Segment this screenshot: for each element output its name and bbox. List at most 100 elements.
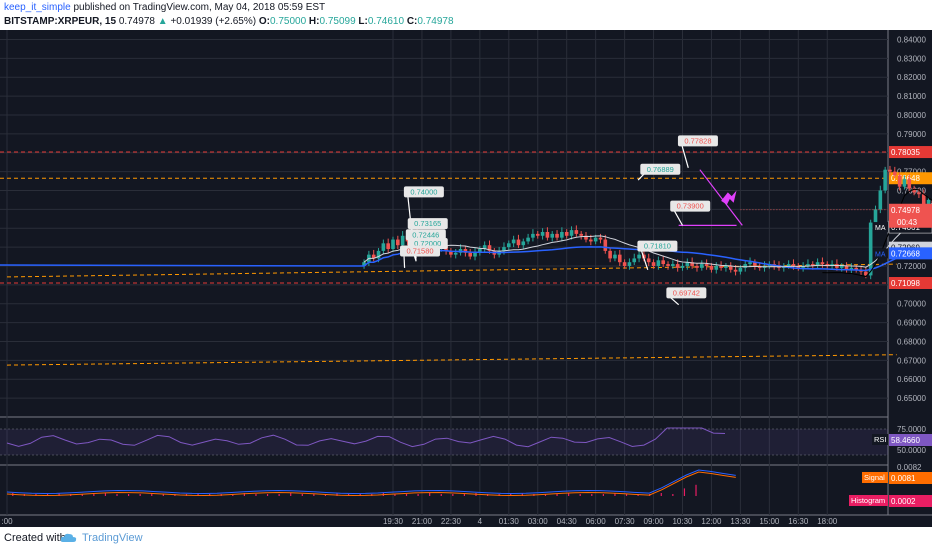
- candle: [839, 265, 844, 268]
- callout-box: [403, 186, 444, 198]
- candle: [478, 248, 482, 253]
- candle: [844, 265, 849, 270]
- candle: [473, 252, 477, 257]
- price-tick-label: 0.82000: [897, 73, 926, 82]
- candle: [521, 241, 526, 246]
- candle: [806, 264, 810, 266]
- candle: [564, 231, 569, 236]
- candle: [907, 179, 912, 189]
- candle: [690, 262, 694, 266]
- macd-line: [6, 469, 736, 495]
- tradingview-brand[interactable]: TradingView: [82, 532, 143, 544]
- rsi-value-badge: [889, 434, 932, 446]
- candle: [511, 239, 516, 244]
- ma-tag-label: MA: [875, 251, 886, 258]
- candle: [617, 254, 622, 263]
- callout-label: 0.74000: [410, 187, 437, 196]
- price-level-label: 0.71098: [891, 279, 920, 288]
- candle: [400, 235, 405, 246]
- bar-countdown-label: 00:43: [897, 218, 918, 227]
- callout-label: 0.76889: [647, 165, 674, 174]
- close-value: 0.74978: [417, 16, 454, 27]
- candle: [902, 179, 907, 187]
- candle: [878, 190, 883, 210]
- rsi-value-label: 58.4660: [891, 436, 920, 445]
- candle: [897, 175, 902, 187]
- price-tick-label: 0.65000: [897, 394, 926, 403]
- candle: [791, 264, 796, 266]
- price-tick-label: 0.69000: [897, 319, 926, 328]
- candle: [376, 250, 381, 259]
- candle: [753, 262, 757, 266]
- price-tick-label: 0.76000: [897, 186, 926, 195]
- callout-box: [400, 245, 441, 257]
- price-change: +0.01939 (+2.65%): [170, 16, 257, 27]
- price-callout: 0.76889: [637, 163, 681, 181]
- chart-area[interactable]: 0.84000 0.83000 0.82000 0.81000 0.80000 0.790…: [0, 30, 932, 527]
- breakout-arrow-icon: [721, 190, 737, 205]
- footer: Created with TradingView: [0, 527, 932, 550]
- candle: [555, 233, 559, 238]
- last-price: 0.74978: [118, 16, 155, 27]
- last-price-label: 0.74978: [891, 206, 920, 215]
- trend-line: [6, 354, 897, 366]
- chart-header: keep_it_simple published on TradingView.…: [0, 0, 932, 30]
- callout-label: 0.71810: [644, 242, 671, 251]
- rsi-tick-label: 75.0000: [897, 425, 926, 434]
- candle: [921, 194, 926, 206]
- time-tick-label: 10:30: [672, 517, 693, 526]
- price-callout: 0.71580: [400, 245, 441, 268]
- price-level-badge: [889, 146, 932, 159]
- moving-average-white: [363, 202, 932, 268]
- rsi-line: [6, 427, 726, 448]
- candle: [535, 233, 540, 236]
- author-link[interactable]: keep_it_simple: [4, 2, 71, 13]
- price-tick-label: 0.68000: [897, 337, 926, 346]
- price-tick-label: 0.80000: [897, 111, 926, 120]
- symbol-label[interactable]: BITSTAMP:XRPEUR, 15: [4, 16, 117, 27]
- candle: [888, 169, 892, 172]
- open-label: O:: [258, 16, 270, 27]
- candle: [661, 260, 665, 265]
- price-chart[interactable]: 0.84000 0.83000 0.82000 0.81000 0.80000 0.790…: [0, 30, 932, 527]
- candle: [632, 258, 637, 263]
- callout-pointer: [640, 250, 649, 270]
- candle: [926, 199, 931, 206]
- time-tick-label: 03:00: [528, 517, 549, 526]
- candle: [743, 264, 748, 268]
- time-tick-label: 13:30: [730, 517, 751, 526]
- candle: [531, 233, 535, 238]
- trend-line: [6, 263, 897, 278]
- ma-tag-label: MA: [875, 225, 886, 232]
- candle: [574, 230, 579, 234]
- candle: [893, 171, 897, 176]
- callout-box: [670, 200, 711, 212]
- time-tick-label: 09:00: [644, 517, 665, 526]
- candle: [453, 252, 458, 255]
- candle: [449, 250, 453, 255]
- ma-tag: [873, 222, 888, 233]
- histogram-value-badge: [889, 495, 932, 507]
- candle: [463, 248, 468, 253]
- last-price-badge: [889, 203, 932, 228]
- candle: [815, 262, 820, 266]
- candle: [579, 233, 583, 236]
- callout-label: 0.69742: [673, 288, 700, 297]
- callout-pointer: [637, 173, 645, 181]
- candle: [709, 265, 714, 270]
- rsi-tick-label: 50.0000: [897, 446, 926, 455]
- time-tick-label: 16:30: [788, 517, 809, 526]
- candle: [584, 235, 588, 240]
- callout-label: 0.73165: [414, 219, 441, 228]
- time-tick-label: 04:30: [557, 517, 578, 526]
- candle: [526, 237, 530, 242]
- tradingview-cloud-icon: [60, 533, 77, 542]
- candle: [502, 247, 506, 251]
- candle: [786, 264, 791, 266]
- candle: [849, 267, 854, 270]
- callout-box: [666, 287, 707, 299]
- candle: [810, 264, 815, 266]
- candle: [386, 243, 390, 249]
- candle: [873, 209, 878, 223]
- published-text: published on TradingView.com, May 04, 20…: [73, 2, 326, 13]
